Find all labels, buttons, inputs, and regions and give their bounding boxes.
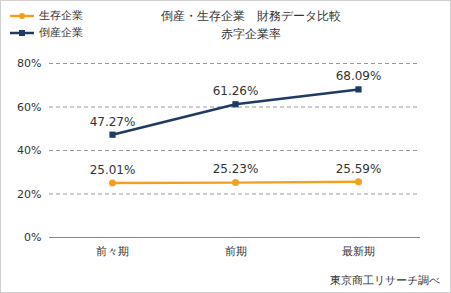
svg-text:25.59%: 25.59%: [336, 162, 382, 176]
html-text:倒産企業: 倒産企業: [39, 26, 83, 39]
svg-text:40%: 40%: [17, 144, 41, 157]
html-text:生存企業: 生存企業: [39, 9, 83, 22]
svg-text:前々期: 前々期: [96, 245, 129, 258]
html-text:東京商工リサーチ調べ: 東京商工リサーチ調べ: [330, 274, 440, 287]
svg-text:68.09%: 68.09%: [336, 69, 382, 83]
svg-text:25.01%: 25.01%: [90, 163, 136, 177]
svg-text:60%: 60%: [17, 101, 41, 114]
svg-text:80%: 80%: [17, 57, 41, 70]
svg-text:最新期: 最新期: [342, 245, 375, 258]
svg-text:61.26%: 61.26%: [213, 84, 259, 98]
html-text:倒産・生存企業 財務データ比較: 倒産・生存企業 財務データ比較: [161, 9, 341, 23]
svg-text:0%: 0%: [24, 231, 41, 244]
svg-text:20%: 20%: [17, 188, 41, 201]
html-text:赤字企業率: 赤字企業率: [221, 27, 281, 41]
svg-text:47.27%: 47.27%: [90, 115, 136, 129]
svg-text:前期: 前期: [225, 245, 247, 258]
svg-text:25.23%: 25.23%: [213, 162, 259, 176]
